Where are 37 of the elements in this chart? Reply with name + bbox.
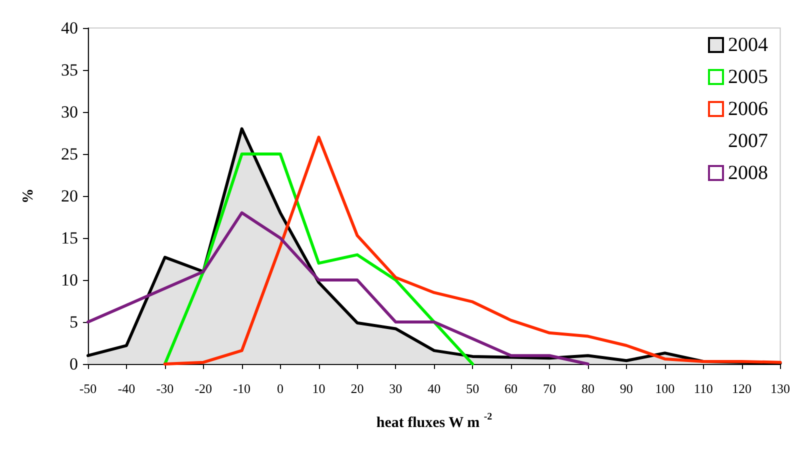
y-tick-label: 40 [61, 18, 78, 38]
x-tick-label: 0 [277, 381, 284, 396]
y-tick-label: 0 [70, 354, 78, 374]
x-tick-label: -10 [233, 381, 251, 396]
x-tick-label: -30 [156, 381, 174, 396]
legend-label: 2005 [728, 66, 768, 88]
y-tick-label: 25 [61, 144, 78, 164]
x-tick-label: 40 [428, 381, 441, 396]
text: 2007 [728, 130, 768, 152]
x-tick-label: 20 [350, 381, 364, 396]
x-tick-label: 110 [694, 381, 713, 396]
y-axis-title: % [20, 188, 36, 204]
x-tick-label: 60 [504, 381, 518, 396]
x-tick-label: 80 [581, 381, 594, 396]
x-tick-label: 100 [655, 381, 675, 396]
legend-label: 2008 [728, 162, 768, 184]
x-tick-label: -20 [194, 381, 212, 396]
x-tick-label: -40 [118, 381, 136, 396]
x-tick-label: -50 [79, 381, 97, 396]
x-axis-title: heat fluxes W m-2 [376, 412, 492, 431]
legend-label: 2004 [728, 34, 768, 56]
x-tick-label: 120 [732, 381, 752, 396]
line-series [86, 211, 590, 366]
y-tick-label: 35 [61, 60, 78, 80]
legend-label: 2006 [728, 98, 768, 120]
line-series [163, 152, 474, 366]
x-tick-label: 10 [312, 381, 326, 396]
x-tick-label: 90 [620, 381, 633, 396]
y-tick-label: 15 [61, 228, 78, 248]
y-tick-label: 5 [70, 312, 78, 332]
y-tick-label: 10 [61, 270, 78, 290]
y-tick-label: 30 [61, 102, 78, 122]
x-tick-label: 70 [543, 381, 556, 396]
x-tick-label: 130 [770, 381, 790, 396]
x-tick-label: 50 [466, 381, 480, 396]
y-tick-label: 20 [61, 186, 78, 206]
x-tick-label: 30 [389, 381, 402, 396]
